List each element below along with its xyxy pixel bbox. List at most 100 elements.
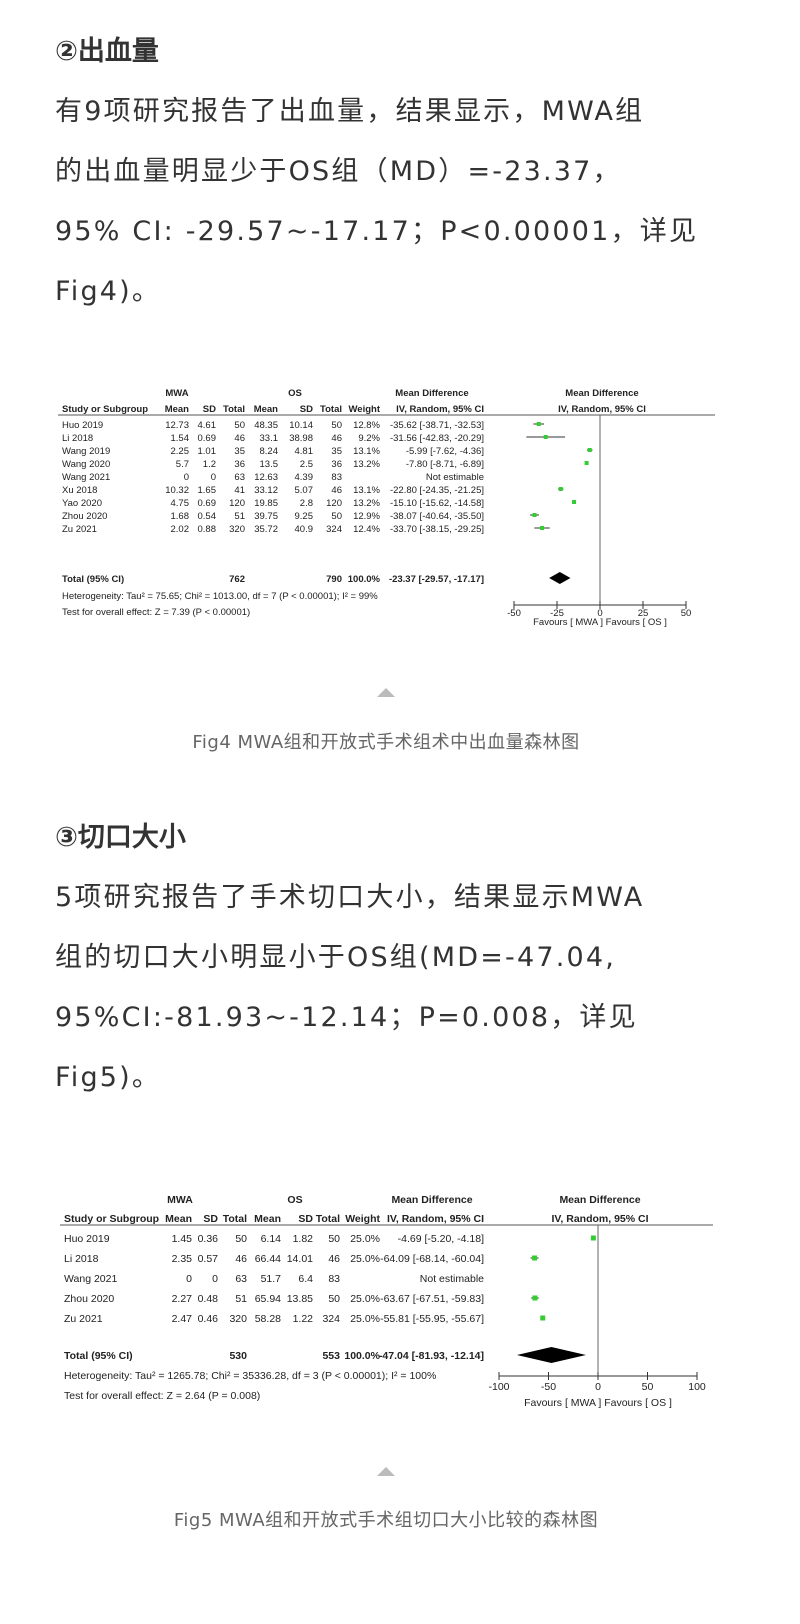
cell-m1: 2.47 bbox=[172, 1313, 193, 1325]
column-header: Mean bbox=[165, 404, 189, 415]
cell-w: 12.8% bbox=[353, 420, 380, 431]
axis-tick-label: 0 bbox=[595, 1381, 601, 1393]
cell-m2: 39.75 bbox=[254, 511, 278, 522]
cell-m2: 12.63 bbox=[254, 472, 278, 483]
text-line: 有9项研究报告了出血量，结果显示，MWA组 bbox=[55, 96, 645, 127]
cell-w: 13.1% bbox=[353, 485, 380, 496]
cell-m1: 12.73 bbox=[165, 420, 189, 431]
cell-s2: 4.81 bbox=[295, 446, 314, 457]
cell-s2: 2.5 bbox=[300, 459, 313, 470]
cell-m1: 1.54 bbox=[171, 433, 190, 444]
column-header: Weight bbox=[349, 404, 381, 415]
cell-n2: 46 bbox=[331, 485, 342, 496]
study-name: Li 2018 bbox=[62, 433, 93, 444]
total-ci: -23.37 [-29.57, -17.17] bbox=[389, 574, 484, 585]
header-mean-difference: Mean Difference bbox=[395, 388, 468, 399]
cell-m2: 51.7 bbox=[261, 1273, 282, 1285]
study-name: Li 2018 bbox=[64, 1253, 99, 1265]
section-heading-blood-loss: ②出血量 bbox=[55, 36, 159, 67]
effect-marker bbox=[584, 461, 589, 465]
cell-ci: -7.80 [-8.71, -6.89] bbox=[406, 459, 484, 470]
effect-marker bbox=[540, 526, 545, 530]
cell-m1: 0 bbox=[186, 1273, 192, 1285]
study-name: Xu 2018 bbox=[62, 485, 97, 496]
column-header: SD bbox=[203, 404, 216, 415]
header-os: OS bbox=[288, 388, 302, 399]
overall-effect-text: Test for overall effect: Z = 2.64 (P = 0… bbox=[64, 1390, 260, 1402]
study-name: Zhou 2020 bbox=[64, 1293, 114, 1305]
header-study: Study or Subgroup bbox=[62, 404, 148, 415]
cell-ci: -55.81 [-55.95, -55.67] bbox=[380, 1313, 484, 1325]
cell-s1: 1.65 bbox=[198, 485, 217, 496]
effect-marker bbox=[532, 1255, 538, 1261]
paragraph-incision: 5项研究报告了手术切口大小，结果显示MWA 组的切口大小明显小于OS组(MD=-… bbox=[55, 868, 725, 1108]
section-heading-incision: ③切口大小 bbox=[55, 822, 186, 853]
cell-m2: 65.94 bbox=[255, 1293, 281, 1305]
column-header: IV, Random, 95% CI bbox=[396, 404, 484, 415]
text-line: 的出血量明显少于OS组（MD）=-23.37， bbox=[55, 156, 622, 187]
column-header: Total bbox=[223, 404, 245, 415]
effect-marker bbox=[532, 513, 537, 517]
column-header: Total bbox=[316, 1213, 340, 1225]
cell-m2: 19.85 bbox=[254, 498, 278, 509]
heterogeneity-text: Heterogeneity: Tau² = 75.65; Chi² = 1013… bbox=[62, 591, 378, 602]
cell-s2: 1.22 bbox=[293, 1313, 314, 1325]
cell-m1: 0 bbox=[184, 472, 189, 483]
cell-n1: 41 bbox=[234, 485, 245, 496]
effect-marker bbox=[536, 422, 541, 426]
figure-caption-fig5: Fig5 MWA组和开放式手术组切口大小比较的森林图 bbox=[173, 1510, 599, 1531]
axis-tick-label: 50 bbox=[681, 608, 692, 619]
effect-marker bbox=[572, 500, 577, 504]
effect-marker bbox=[540, 1315, 546, 1321]
cell-m2: 13.5 bbox=[260, 459, 279, 470]
axis-tick-label: 25 bbox=[638, 608, 649, 619]
cell-n2: 50 bbox=[328, 1233, 340, 1245]
study-name: Zu 2021 bbox=[64, 1313, 103, 1325]
cell-ci: -33.70 [-38.15, -29.25] bbox=[390, 524, 484, 535]
column-header: SD bbox=[298, 1213, 313, 1225]
cell-n1: 46 bbox=[235, 1253, 247, 1265]
figure-caption-fig4: Fig4 MWA组和开放式手术组术中出血量森林图 bbox=[192, 732, 580, 753]
axis-tick-label: -100 bbox=[488, 1381, 509, 1393]
total-label: Total (95% CI) bbox=[64, 1350, 133, 1362]
cell-w: 12.4% bbox=[353, 524, 380, 535]
pooled-diamond bbox=[516, 1347, 586, 1363]
study-name: Wang 2020 bbox=[62, 459, 110, 470]
header-study: Study or Subgroup bbox=[64, 1213, 159, 1225]
cell-n1: 35 bbox=[234, 446, 245, 457]
cell-n2: 50 bbox=[331, 420, 342, 431]
pooled-diamond bbox=[549, 572, 571, 584]
header-mean-difference-plot: Mean Difference bbox=[559, 1194, 640, 1206]
cell-w: 25.0% bbox=[350, 1293, 380, 1305]
cell-ci: -15.10 [-15.62, -14.58] bbox=[390, 498, 484, 509]
header-method-plot: IV, Random, 95% CI bbox=[551, 1213, 648, 1225]
cell-w: 25.0% bbox=[350, 1253, 380, 1265]
cell-s1: 1.01 bbox=[198, 446, 217, 457]
cell-n1: 63 bbox=[235, 1273, 247, 1285]
cell-n2: 83 bbox=[331, 472, 342, 483]
cell-w: 13.1% bbox=[353, 446, 380, 457]
cell-n1: 320 bbox=[229, 1313, 247, 1325]
cell-s2: 13.85 bbox=[287, 1293, 313, 1305]
total-n2: 790 bbox=[326, 574, 342, 585]
column-header: IV, Random, 95% CI bbox=[387, 1213, 484, 1225]
cell-n1: 51 bbox=[235, 1293, 247, 1305]
text-line: Fig5)。 bbox=[55, 1062, 162, 1093]
forest-plot-fig4: MWA OS Mean Difference Mean Difference Study… bbox=[58, 388, 715, 628]
cell-m1: 2.02 bbox=[171, 524, 190, 535]
cell-s1: 0 bbox=[211, 472, 216, 483]
cell-s1: 0.88 bbox=[198, 524, 217, 535]
cell-m2: 48.35 bbox=[254, 420, 278, 431]
paragraph-blood-loss: 有9项研究报告了出血量，结果显示，MWA组 的出血量明显少于OS组（MD）=-2… bbox=[55, 82, 725, 322]
cell-m2: 35.72 bbox=[254, 524, 278, 535]
cell-w: 9.2% bbox=[358, 433, 380, 444]
cell-m1: 1.45 bbox=[172, 1233, 193, 1245]
cell-ci: -38.07 [-40.64, -35.50] bbox=[390, 511, 484, 522]
cell-w: 25.0% bbox=[350, 1313, 380, 1325]
header-method-plot: IV, Random, 95% CI bbox=[558, 404, 646, 415]
cell-w: 13.2% bbox=[353, 498, 380, 509]
cell-n2: 35 bbox=[331, 446, 342, 457]
cell-s1: 0.48 bbox=[198, 1293, 219, 1305]
cell-m1: 2.27 bbox=[172, 1293, 193, 1305]
